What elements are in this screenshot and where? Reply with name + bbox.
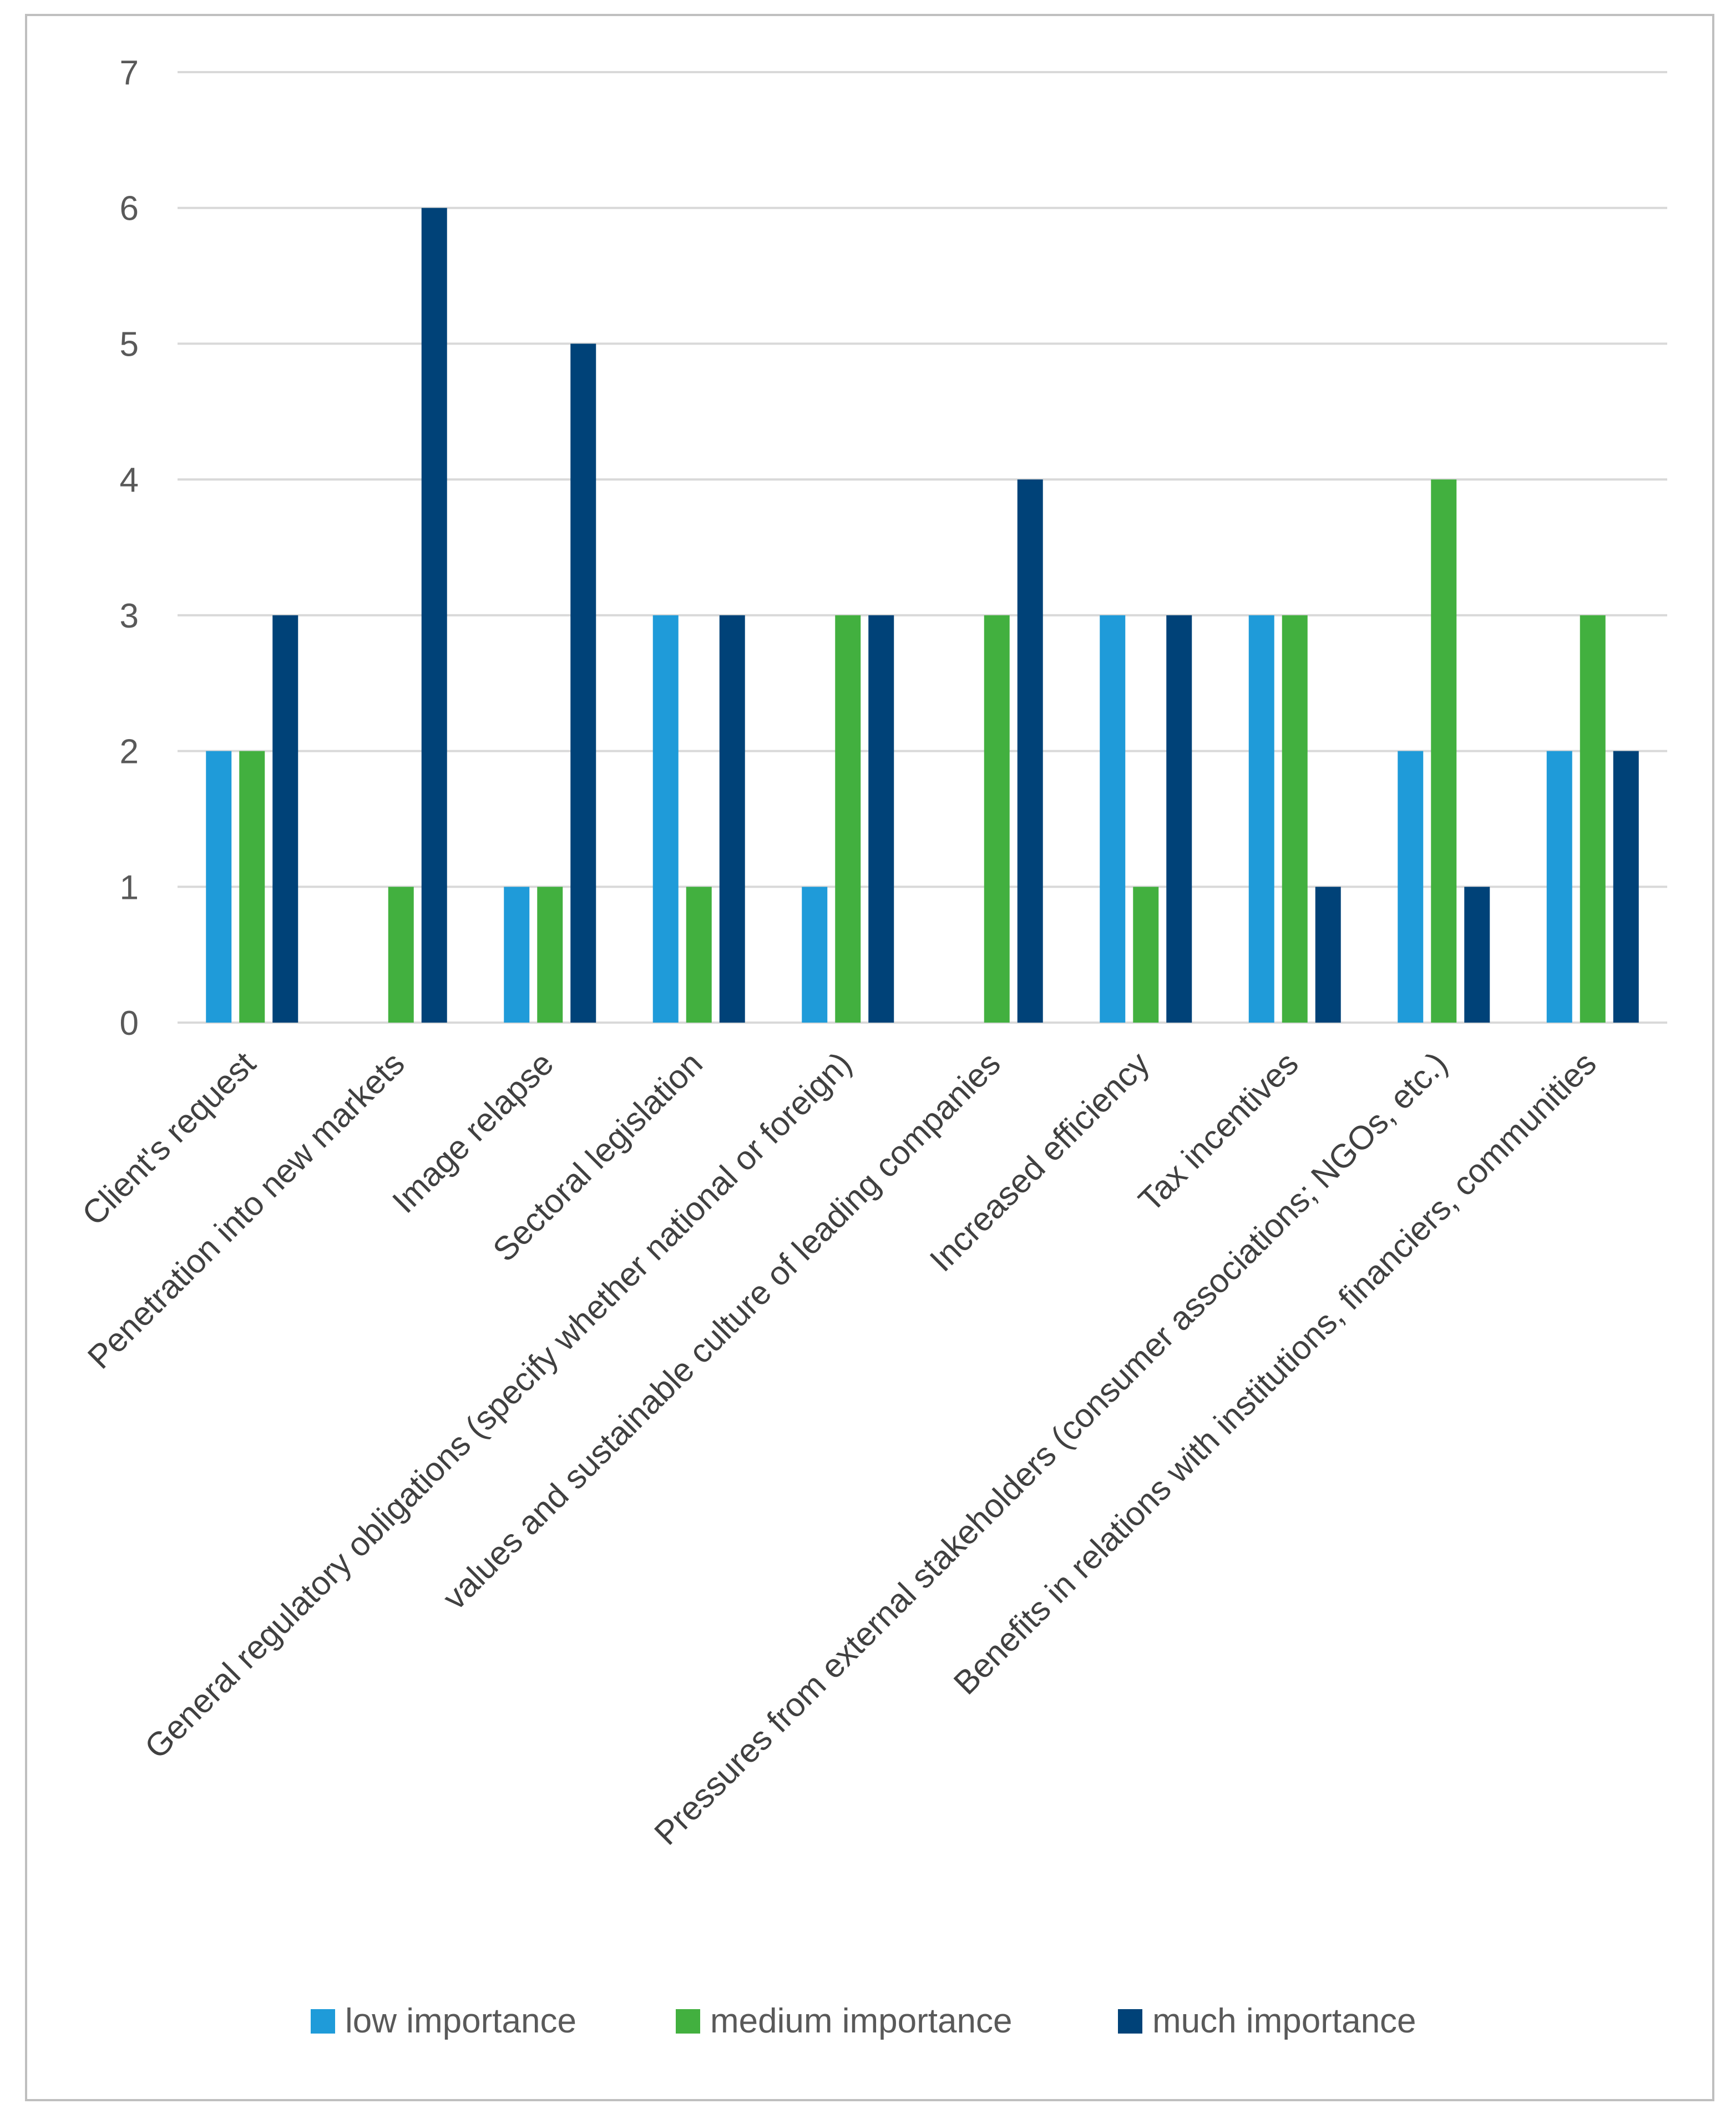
bar-much-importance-8 <box>1464 887 1490 1023</box>
bar-low-importance-3 <box>652 615 679 1023</box>
bar-much-importance-6 <box>1166 615 1192 1023</box>
legend-swatch-much-importance <box>1118 2009 1142 2034</box>
y-tick-label: 1 <box>120 868 139 907</box>
y-tick-label: 6 <box>120 190 139 228</box>
bar-much-importance-4 <box>868 615 894 1023</box>
y-tick-label: 2 <box>120 733 139 771</box>
y-axis-ticks: 0 1 2 3 4 5 6 7 <box>120 54 139 1043</box>
legend: low importance medium importance much impo… <box>311 2002 1416 2040</box>
legend-label: much importance <box>1152 2002 1416 2040</box>
bar-low-importance-8 <box>1398 751 1424 1023</box>
legend-swatch-medium-importance <box>676 2009 700 2034</box>
y-tick-label: 5 <box>120 325 139 363</box>
y-tick-label: 3 <box>120 597 139 635</box>
y-tick-label: 4 <box>120 461 139 499</box>
x-category-label: values and sustainable culture of leadin… <box>436 1045 1008 1617</box>
bar-much-importance-9 <box>1613 751 1639 1023</box>
x-category-label: General regulatory obligations (specify … <box>138 1045 859 1766</box>
bar-much-importance-3 <box>719 615 745 1023</box>
bar-much-importance-0 <box>272 615 298 1023</box>
bar-much-importance-7 <box>1315 887 1341 1023</box>
bar-low-importance-6 <box>1100 615 1126 1023</box>
bar-medium-importance-4 <box>835 615 861 1023</box>
bar-low-importance-4 <box>802 887 828 1023</box>
bar-much-importance-1 <box>421 208 447 1023</box>
bars <box>206 208 1639 1023</box>
bar-low-importance-2 <box>504 887 530 1023</box>
bar-medium-importance-2 <box>537 887 563 1023</box>
bar-medium-importance-8 <box>1431 479 1457 1023</box>
bar-medium-importance-3 <box>686 887 712 1023</box>
bar-medium-importance-0 <box>239 751 265 1023</box>
x-category-label: Penetration into new markets <box>80 1045 412 1376</box>
legend-label: low importance <box>345 2002 576 2040</box>
legend-label: medium importance <box>710 2002 1012 2040</box>
bar-medium-importance-9 <box>1580 615 1606 1023</box>
x-category-label: Tax incentives <box>1131 1045 1305 1219</box>
bar-much-importance-5 <box>1017 479 1043 1023</box>
bar-much-importance-2 <box>570 343 596 1023</box>
bar-medium-importance-6 <box>1133 887 1159 1023</box>
y-tick-label: 0 <box>120 1004 139 1043</box>
legend-swatch-low-importance <box>311 2009 335 2034</box>
bar-low-importance-0 <box>206 751 232 1023</box>
y-tick-label: 7 <box>120 54 139 92</box>
bar-medium-importance-1 <box>388 887 414 1023</box>
bar-low-importance-9 <box>1546 751 1572 1023</box>
bar-medium-importance-5 <box>984 615 1010 1023</box>
bar-low-importance-7 <box>1248 615 1274 1023</box>
chart-frame <box>25 14 1714 2101</box>
bar-medium-importance-7 <box>1282 615 1308 1023</box>
